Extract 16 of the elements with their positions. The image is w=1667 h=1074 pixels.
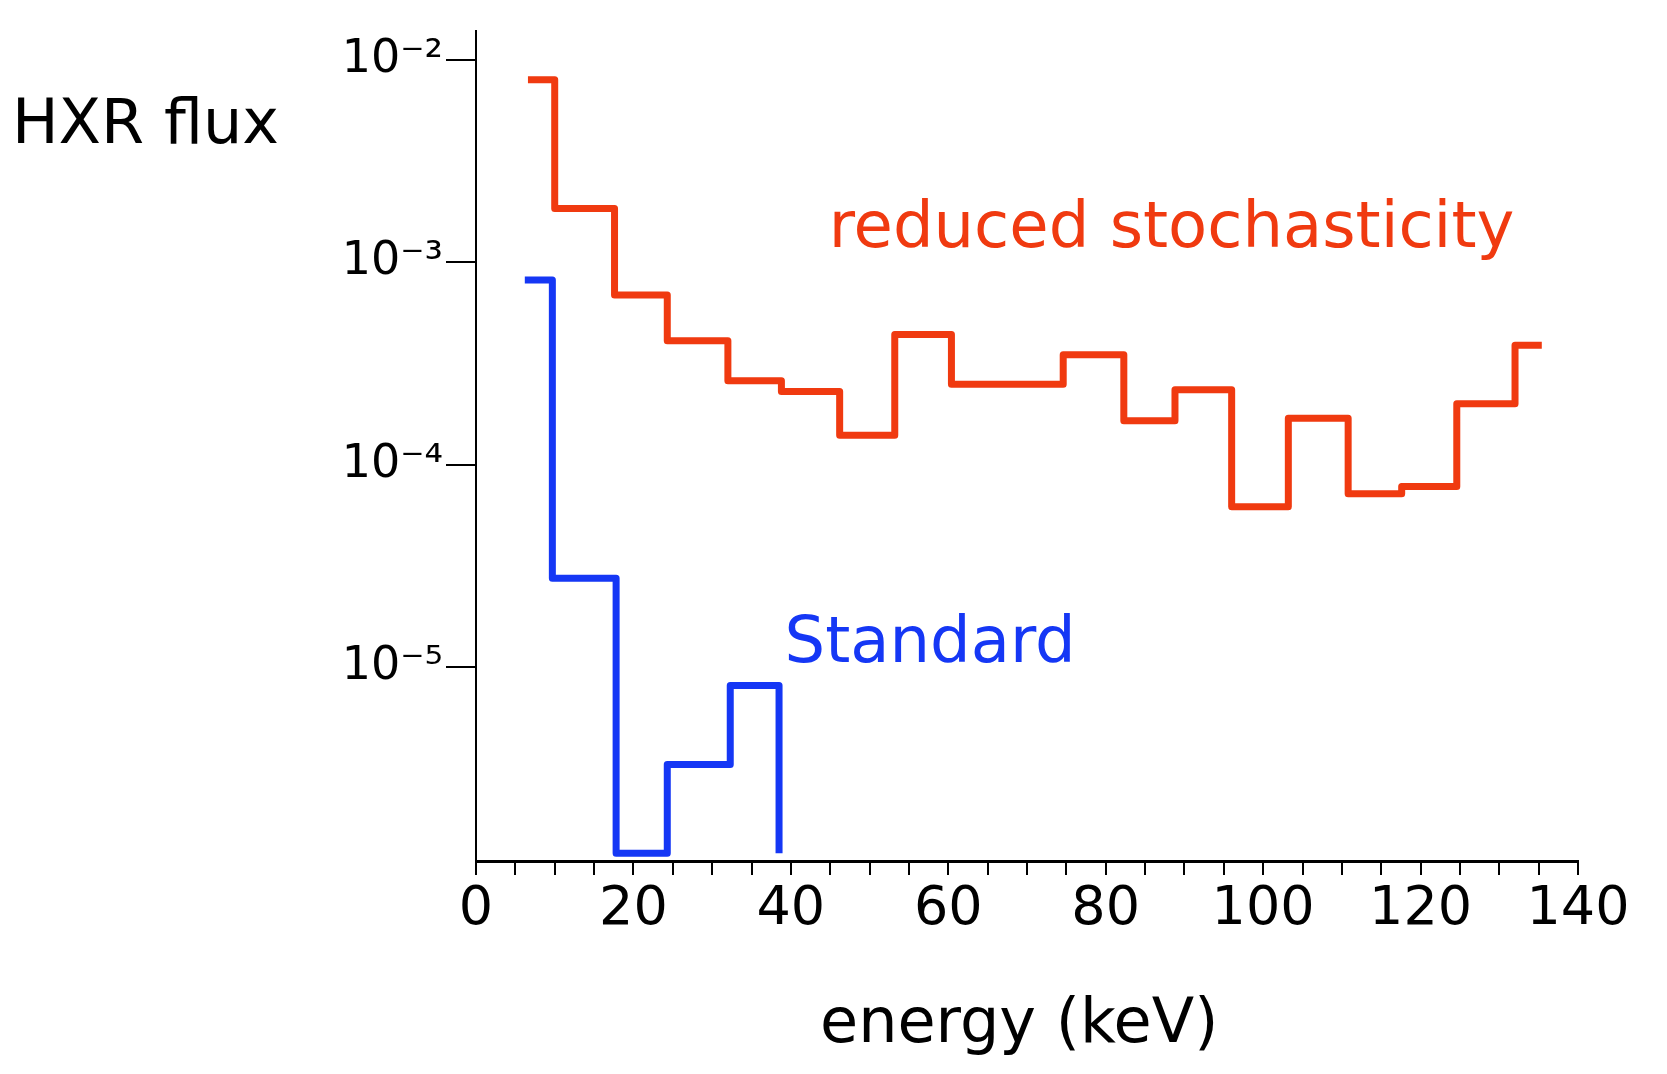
y-tick-label: 10⁻³ [341,231,443,286]
y-tick-label: 10⁻⁵ [341,636,443,691]
x-tick-label: 120 [1369,874,1473,938]
y-tick-label: 10⁻² [341,29,443,84]
series-label: reduced stochasticity [828,187,1515,262]
x-tick-label: 40 [756,874,826,938]
x-tick-label: 140 [1526,874,1630,938]
y-tick-label: 10⁻⁴ [341,433,443,488]
y-axis-title: HXR flux [12,85,279,158]
x-tick-label: 100 [1211,874,1315,938]
x-tick-label: 60 [913,874,983,938]
x-tick-label: 20 [599,874,668,938]
x-tick-label: 80 [1071,874,1141,938]
x-axis-title: energy (keV) [820,984,1219,1057]
series-label: Standard [784,602,1076,677]
x-tick-label: 0 [458,874,494,938]
